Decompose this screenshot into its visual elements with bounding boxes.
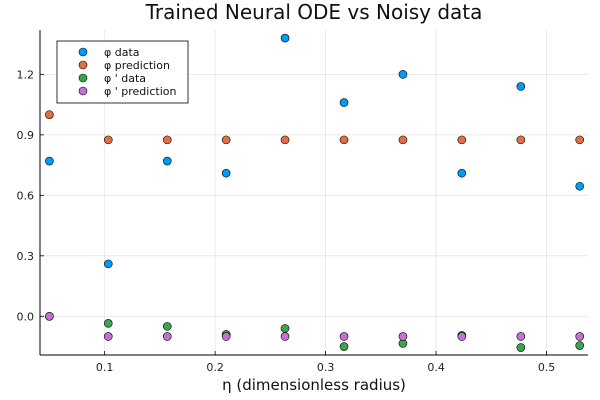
data-point: [280, 324, 290, 333]
data-point: [398, 70, 408, 79]
legend-label: φ prediction: [104, 59, 170, 72]
x-tick-label: 0.1: [96, 361, 114, 374]
axes: [39, 30, 588, 356]
y-tick-label: 0.3: [17, 250, 35, 263]
data-point: [103, 259, 113, 269]
data-point: [280, 332, 290, 341]
data-point: [45, 311, 54, 321]
data-point: [398, 332, 408, 341]
data-point: [457, 332, 467, 341]
x-axis-label: η (dimensionless radius): [222, 376, 406, 394]
legend-marker: [78, 60, 88, 70]
data-point: [162, 156, 172, 166]
data-point: [339, 98, 349, 107]
y-tick-label: 0.6: [17, 189, 35, 202]
data-point: [280, 33, 290, 43]
data-point: [339, 135, 349, 145]
legend-label: φ data: [104, 46, 140, 59]
x-tick-label: 0.2: [206, 361, 224, 374]
x-tick-label: 0.3: [317, 361, 335, 374]
data-point: [45, 156, 54, 166]
data-point: [221, 332, 231, 341]
data-point: [221, 168, 231, 178]
data-point: [221, 135, 231, 145]
data-point: [575, 135, 585, 145]
x-tick-label: 0.5: [538, 361, 556, 374]
data-point: [575, 341, 585, 350]
data-point: [103, 135, 113, 145]
y-tick-label: 0.9: [17, 129, 35, 142]
y-tick-label: 1.2: [17, 68, 35, 81]
legend-label: φ ' data: [104, 72, 146, 85]
tick-labels: 0.1 0.2 0.3 0.4 0.5 0.0 0.3 0.6 0.9 1.2: [17, 68, 556, 374]
chart-title: Trained Neural ODE vs Noisy data: [145, 0, 483, 24]
data-point: [280, 135, 290, 145]
data-point: [457, 168, 467, 178]
data-points: [45, 33, 585, 352]
data-point: [516, 135, 526, 145]
data-point: [457, 135, 467, 145]
data-point: [575, 181, 585, 191]
data-point: [45, 110, 54, 119]
data-point: [339, 342, 349, 351]
legend-label: φ ' prediction: [104, 85, 176, 98]
data-point: [162, 322, 172, 331]
data-point: [398, 135, 408, 145]
data-point: [162, 135, 172, 145]
legend-marker: [78, 86, 88, 96]
data-point: [516, 82, 526, 91]
data-point: [103, 332, 113, 341]
x-tick-label: 0.4: [427, 361, 445, 374]
grid-lines: [40, 30, 588, 355]
data-point: [103, 319, 113, 328]
legend-marker: [78, 73, 88, 83]
data-point: [339, 332, 349, 341]
legend-marker: [78, 47, 88, 57]
data-point: [575, 332, 585, 341]
data-point: [162, 332, 172, 341]
y-tick-label: 0.0: [17, 310, 35, 323]
data-point: [516, 332, 526, 341]
data-point: [516, 343, 526, 352]
